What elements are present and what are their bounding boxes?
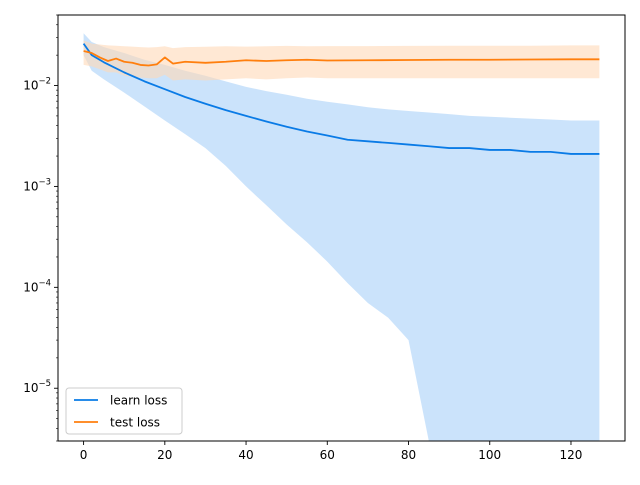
x-tick-label: 80 <box>401 448 416 462</box>
x-tick-label: 60 <box>320 448 335 462</box>
x-tick-label: 40 <box>238 448 253 462</box>
x-tick-label: 100 <box>478 448 501 462</box>
learn-loss-line <box>82 43 600 155</box>
y-tick-label: 10−4 <box>23 278 51 294</box>
y-tick-label: 10−5 <box>23 379 51 395</box>
plot-frame <box>57 14 626 442</box>
x-tick-label: 0 <box>80 448 88 462</box>
x-tick-label: 120 <box>560 448 583 462</box>
y-axis: 10−5 10−4 10−3 10−2 <box>23 14 58 442</box>
legend-label-test-loss: test loss <box>110 416 160 430</box>
confidence-bands <box>83 33 600 441</box>
series-lines <box>82 43 600 155</box>
legend: learn loss test loss <box>65 387 183 435</box>
y-tick-label: 10−3 <box>23 177 51 193</box>
test-loss-line <box>83 50 600 67</box>
x-axis: 0 20 40 60 80 100 120 <box>80 441 583 462</box>
learn-loss-band <box>83 33 600 441</box>
legend-label-learn-loss: learn loss <box>110 394 167 408</box>
x-tick-label: 20 <box>157 448 172 462</box>
y-tick-label: 10−2 <box>23 77 51 93</box>
